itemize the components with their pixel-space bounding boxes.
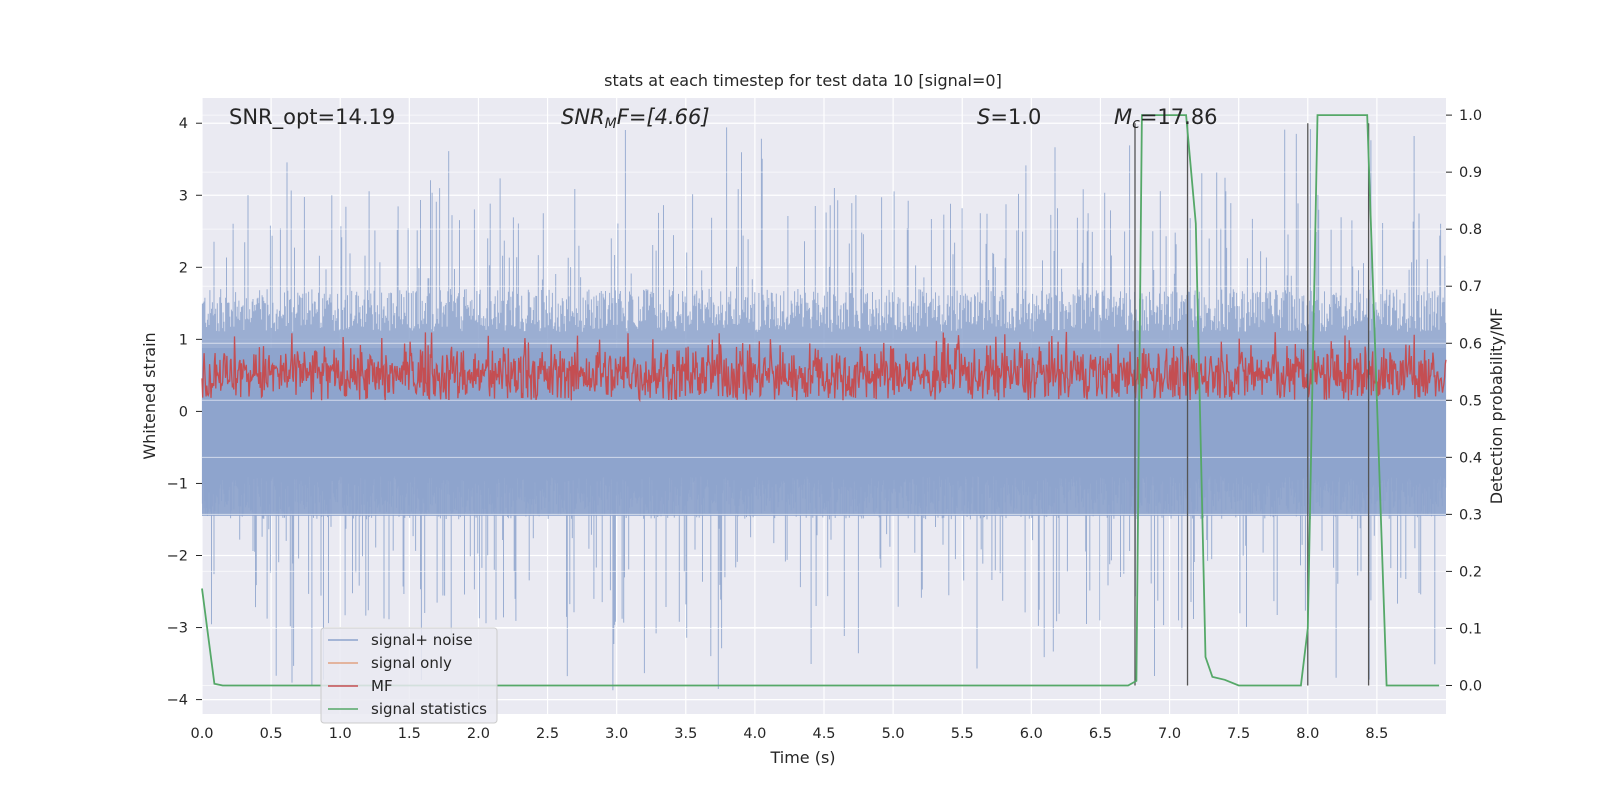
y-tick-label: 4	[179, 116, 188, 132]
x-tick-label: 8.5	[1365, 726, 1388, 742]
x-tick-label: 0.0	[190, 726, 213, 742]
x-tick-label: 1.0	[329, 726, 352, 742]
x-tick-label: 0.5	[260, 726, 283, 742]
legend-label-signal-only: signal only	[371, 654, 452, 672]
y2-tick-label: 0.8	[1459, 222, 1482, 238]
x-tick-label: 2.0	[467, 726, 490, 742]
x-tick-label: 4.5	[812, 726, 835, 742]
x-tick-label: 7.5	[1227, 726, 1250, 742]
series-mf	[201, 331, 1447, 403]
annotation-snr-opt: SNR_opt=14.19	[229, 105, 395, 130]
annotation-mc: Mc=17.86	[1114, 105, 1218, 132]
y2-tick-label: 0.5	[1459, 393, 1482, 409]
chart-title: stats at each timestep for test data 10 …	[604, 71, 1002, 90]
legend-label-mf: MF	[371, 677, 393, 695]
y2-axis-ticks: 1.0 0.9 0.8 0.7 0.6 0.5 0.4 0.3 0.2 0.1 0.0	[1446, 108, 1482, 694]
y2-tick-label: 0.4	[1459, 450, 1482, 466]
x-tick-label: 6.0	[1020, 726, 1043, 742]
y-tick-label: 2	[179, 260, 188, 276]
x-tick-label: 2.5	[536, 726, 559, 742]
legend-label-noise: signal+ noise	[371, 631, 473, 649]
y-axis-label: Whitened strain	[140, 332, 159, 459]
y-tick-label: −4	[167, 693, 188, 709]
mf-trace	[201, 331, 1447, 403]
annotation-s: S=1.0	[977, 105, 1041, 129]
y2-tick-label: 0.9	[1459, 165, 1482, 181]
legend-box	[320, 627, 498, 724]
y2-tick-label: 1.0	[1459, 108, 1482, 124]
x-tick-label: 3.0	[605, 726, 628, 742]
signal-statistics-line	[201, 114, 1440, 687]
y2-tick-label: 0.7	[1459, 279, 1482, 295]
x-tick-label: 3.5	[674, 726, 697, 742]
x-tick-label: 8.0	[1296, 726, 1319, 742]
y-tick-label: −1	[167, 476, 188, 492]
y2-tick-label: 0.2	[1459, 564, 1482, 580]
y-axis-ticks: 4 3 2 1 0 −1 −2 −3 −4	[167, 116, 202, 709]
x-axis-label: Time (s)	[769, 748, 835, 767]
x-tick-label: 4.0	[743, 726, 766, 742]
y2-tick-label: 0.6	[1459, 336, 1482, 352]
y2-tick-label: 0.3	[1459, 507, 1482, 523]
x-tick-label: 7.0	[1158, 726, 1181, 742]
y2-tick-label: 0.1	[1459, 621, 1482, 637]
x-tick-label: 6.5	[1089, 726, 1112, 742]
legend-label-stats: signal statistics	[371, 700, 487, 718]
y2-axis-label: Detection probability/MF	[1487, 308, 1506, 505]
y-tick-label: 3	[179, 188, 188, 204]
y-tick-label: 1	[179, 332, 188, 348]
x-tick-label: 5.5	[951, 726, 974, 742]
y-tick-label: −3	[167, 621, 188, 637]
x-axis-ticks: 0.0 0.5 1.0 1.5 2.0 2.5 3.0 3.5 4.0 4.5 5.0 5.5 6.0 6…	[190, 726, 1388, 742]
legend: signal+ noise signal only MF signal stat…	[320, 627, 498, 724]
series-signal-statistics	[201, 114, 1440, 687]
y-tick-label: −2	[167, 548, 188, 564]
y2-tick-label: 0.0	[1459, 678, 1482, 694]
annotation-snr-mf: SNRMF=[4.66]	[561, 105, 710, 132]
y-tick-label: 0	[179, 404, 188, 420]
x-tick-label: 1.5	[398, 726, 421, 742]
x-tick-label: 5.0	[882, 726, 905, 742]
